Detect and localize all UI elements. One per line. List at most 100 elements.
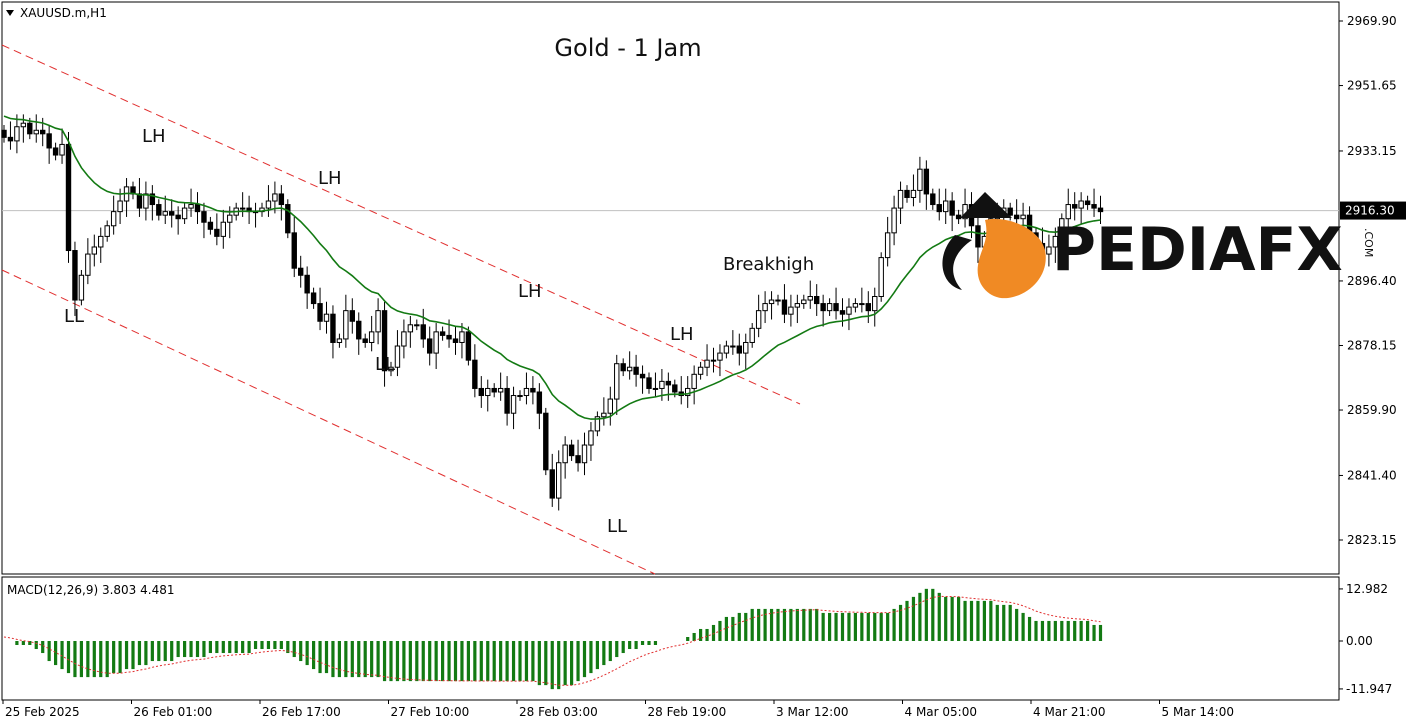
- candle-bear: [465, 331, 472, 361]
- candle-bear: [781, 299, 788, 315]
- candle-bull: [33, 129, 39, 135]
- candle-bull: [743, 341, 749, 354]
- time-tick-label: 26 Feb 01:00: [134, 705, 213, 719]
- dropdown-triangle-icon[interactable]: [6, 10, 14, 16]
- candle-bull: [884, 232, 891, 259]
- candle-bull: [826, 303, 833, 312]
- candle-bear: [291, 232, 297, 269]
- candle-bull: [581, 444, 588, 464]
- candle-bear: [452, 338, 459, 343]
- candle-bull: [859, 303, 865, 306]
- candle-bull: [336, 338, 343, 343]
- candle-bull: [272, 193, 278, 202]
- candle-bull: [227, 214, 233, 223]
- candle-bull: [323, 313, 330, 322]
- macd-axis: 12.982 0.00 -11.947: [1339, 582, 1392, 696]
- annotation-label: LL: [607, 516, 627, 537]
- candle-bear: [672, 384, 678, 393]
- candle-bull: [510, 395, 517, 414]
- candle-bear: [349, 310, 356, 322]
- candle-bull: [414, 324, 420, 327]
- candle-bull: [626, 366, 633, 372]
- macd-plot-frame: [1, 576, 1340, 701]
- candle-bull: [762, 303, 768, 312]
- candle-bull: [749, 327, 755, 343]
- candle-bull: [710, 359, 717, 362]
- candle-bull: [91, 246, 97, 255]
- macd-tick-label: -11.947: [1346, 682, 1392, 696]
- candle-bull: [562, 444, 568, 464]
- candle-bear: [833, 303, 839, 312]
- candle-bull: [717, 352, 723, 361]
- time-tick-label: 27 Feb 10:00: [391, 705, 470, 719]
- candle-bull: [1046, 246, 1052, 255]
- candle-bear: [575, 455, 581, 464]
- channel-lower-line: [1, 269, 656, 575]
- watermark-text: PEDIAFX: [1052, 215, 1343, 285]
- time-tick-label: 5 Mar 14:00: [1162, 705, 1235, 719]
- candle-bull: [723, 345, 730, 354]
- moving-average-line: [3, 115, 1101, 420]
- candle-bull: [691, 373, 697, 389]
- candle-bear: [356, 320, 362, 340]
- candle-bull: [872, 296, 878, 312]
- time-tick-label: 4 Mar 21:00: [1033, 705, 1106, 719]
- macd-signal-line: [3, 595, 1101, 686]
- candle-bull: [801, 299, 807, 305]
- candle-bear: [930, 193, 936, 206]
- candle-bull: [704, 359, 710, 368]
- ma-polyline: [3, 115, 1101, 420]
- candle-bull: [368, 331, 375, 343]
- candle-bull: [601, 412, 607, 418]
- candle-bull: [846, 306, 852, 315]
- annotation-label: LH: [318, 168, 342, 189]
- candle-bull: [943, 200, 949, 213]
- candle-bear: [1013, 214, 1020, 220]
- current-price-tag: [1340, 201, 1406, 220]
- time-tick-label: 28 Feb 03:00: [519, 705, 598, 719]
- annotation-label: LL: [375, 354, 395, 375]
- candle-bull: [523, 387, 530, 397]
- candle-bear: [620, 363, 626, 372]
- candle-bull: [375, 310, 381, 333]
- candle-bear: [936, 204, 942, 213]
- candle-bull: [20, 122, 27, 128]
- price-tick-label: 2878.15: [1347, 338, 1397, 352]
- time-tick-label: 4 Mar 05:00: [905, 705, 978, 719]
- candle-bear: [646, 377, 652, 389]
- candle-bull: [1020, 214, 1026, 220]
- annotation-label: LH: [518, 281, 542, 302]
- candle-bull: [485, 387, 491, 397]
- candle-bear: [975, 225, 981, 248]
- candle-bear: [736, 345, 742, 354]
- candle-bear: [1091, 204, 1097, 209]
- candle-bull: [394, 345, 401, 368]
- candle-bear: [52, 147, 59, 156]
- chart-title: Gold - 1 Jam: [554, 34, 701, 62]
- candle-bear: [1084, 200, 1091, 206]
- candle-bull: [188, 204, 194, 209]
- candle-bear: [304, 274, 310, 294]
- candle-bull: [588, 430, 594, 446]
- annotations: LH LL LH LL LH LL LH Breakhigh: [64, 126, 814, 537]
- candle-bull: [755, 310, 762, 329]
- price-tick-label: 2823.15: [1347, 533, 1397, 547]
- candle-bear: [207, 221, 214, 230]
- candle-bear: [65, 143, 72, 252]
- candle-bull: [265, 200, 272, 209]
- candle-bear: [949, 200, 955, 216]
- macd-tick-label: 12.982: [1346, 582, 1388, 596]
- candle-bear: [169, 211, 175, 216]
- candle-bear: [46, 133, 52, 149]
- candle-bull: [1078, 200, 1084, 209]
- candle-bull: [794, 303, 801, 308]
- candle-bull: [614, 363, 620, 400]
- main-plot-frame: [1, 1, 1340, 575]
- candle-bear: [175, 214, 181, 220]
- candle-bull: [343, 310, 349, 340]
- candle-bull: [1052, 235, 1059, 248]
- candle-bull: [59, 143, 65, 156]
- time-tick-label: 25 Feb 2025: [5, 705, 80, 719]
- trend-channel: [1, 44, 801, 575]
